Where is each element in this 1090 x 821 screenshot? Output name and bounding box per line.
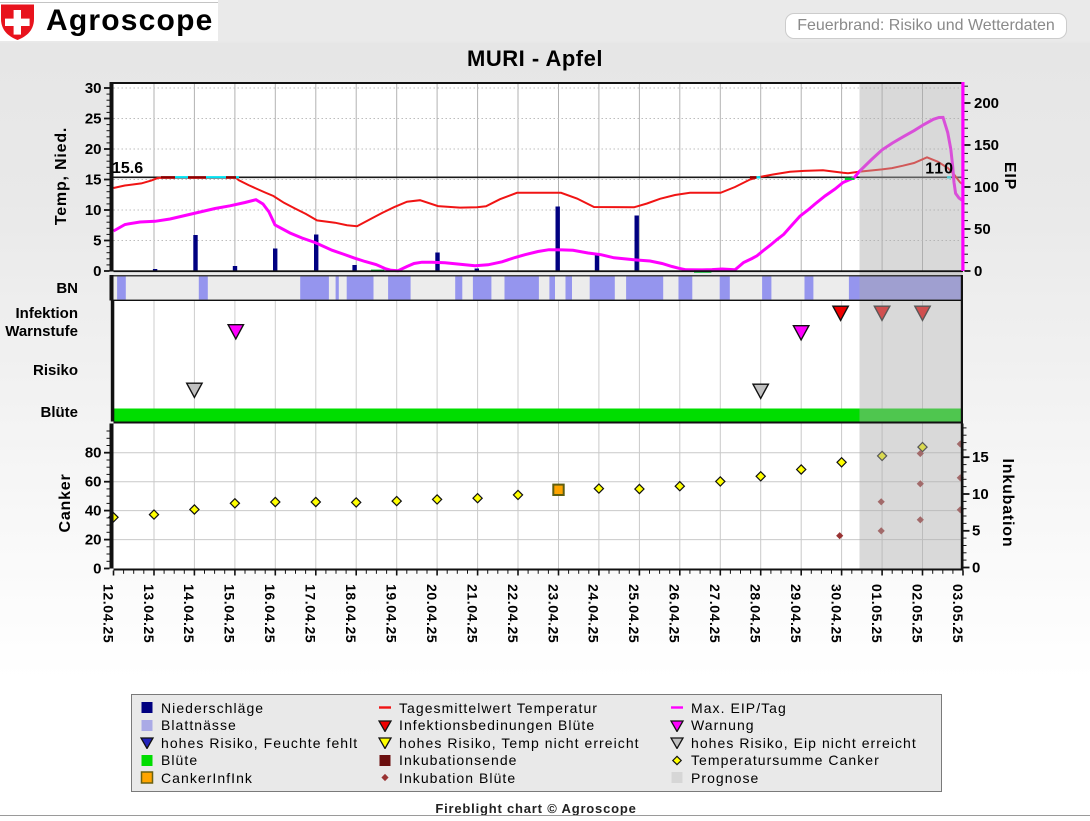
- svg-text:25.04.25: 25.04.25: [626, 584, 642, 643]
- svg-text:Inkubation: Inkubation: [999, 459, 1016, 548]
- svg-text:16.04.25: 16.04.25: [262, 584, 278, 643]
- svg-text:30.04.25: 30.04.25: [828, 584, 844, 643]
- svg-text:40: 40: [85, 502, 102, 519]
- svg-text:0: 0: [972, 559, 980, 576]
- svg-text:110: 110: [925, 161, 954, 178]
- svg-text:13.04.25: 13.04.25: [141, 584, 157, 643]
- svg-text:Warnstufe: Warnstufe: [5, 323, 78, 340]
- svg-text:26.04.25: 26.04.25: [667, 584, 683, 643]
- svg-text:150: 150: [974, 137, 999, 154]
- svg-text:23.04.25: 23.04.25: [545, 584, 561, 643]
- svg-text:18.04.25: 18.04.25: [343, 584, 359, 643]
- svg-text:Blüte: Blüte: [41, 404, 79, 421]
- svg-text:25: 25: [85, 110, 102, 127]
- svg-text:20: 20: [85, 141, 102, 158]
- svg-text:14.04.25: 14.04.25: [181, 584, 197, 643]
- svg-text:5: 5: [93, 232, 101, 249]
- svg-text:Risiko: Risiko: [33, 362, 78, 379]
- svg-text:0: 0: [974, 263, 982, 280]
- svg-text:EIP: EIP: [1001, 162, 1018, 190]
- svg-text:100: 100: [974, 179, 999, 196]
- svg-text:28.04.25: 28.04.25: [748, 584, 764, 643]
- svg-text:15.6: 15.6: [112, 160, 143, 177]
- svg-text:10: 10: [85, 202, 102, 219]
- svg-text:22.04.25: 22.04.25: [505, 584, 521, 643]
- svg-text:Temp, Nied.: Temp, Nied.: [53, 127, 70, 225]
- svg-text:0: 0: [93, 263, 101, 280]
- svg-text:0: 0: [93, 560, 101, 577]
- svg-text:MURI - Apfel: MURI - Apfel: [467, 46, 603, 71]
- svg-text:02.05.25: 02.05.25: [909, 584, 925, 643]
- svg-text:12.04.25: 12.04.25: [100, 584, 116, 643]
- svg-text:29.04.25: 29.04.25: [788, 584, 804, 643]
- svg-text:27.04.25: 27.04.25: [707, 584, 723, 643]
- svg-text:19.04.25: 19.04.25: [384, 584, 400, 643]
- svg-text:01.05.25: 01.05.25: [869, 584, 885, 643]
- svg-text:80: 80: [85, 445, 102, 462]
- svg-text:50: 50: [974, 221, 991, 238]
- svg-text:15: 15: [972, 449, 989, 466]
- svg-text:BN: BN: [56, 280, 78, 297]
- svg-text:60: 60: [85, 474, 102, 491]
- svg-text:21.04.25: 21.04.25: [464, 584, 480, 643]
- svg-text:20.04.25: 20.04.25: [424, 584, 440, 643]
- svg-text:17.04.25: 17.04.25: [303, 584, 319, 643]
- svg-text:200: 200: [974, 95, 999, 112]
- svg-text:20: 20: [85, 531, 102, 548]
- svg-text:15: 15: [85, 171, 102, 188]
- svg-text:15.04.25: 15.04.25: [222, 584, 238, 643]
- svg-text:30: 30: [85, 80, 102, 97]
- svg-text:03.05.25: 03.05.25: [950, 584, 966, 643]
- svg-text:Canker: Canker: [57, 473, 74, 532]
- svg-text:10: 10: [972, 486, 989, 503]
- svg-text:Infektion: Infektion: [16, 305, 79, 322]
- svg-text:24.04.25: 24.04.25: [586, 584, 602, 643]
- svg-text:5: 5: [972, 523, 980, 540]
